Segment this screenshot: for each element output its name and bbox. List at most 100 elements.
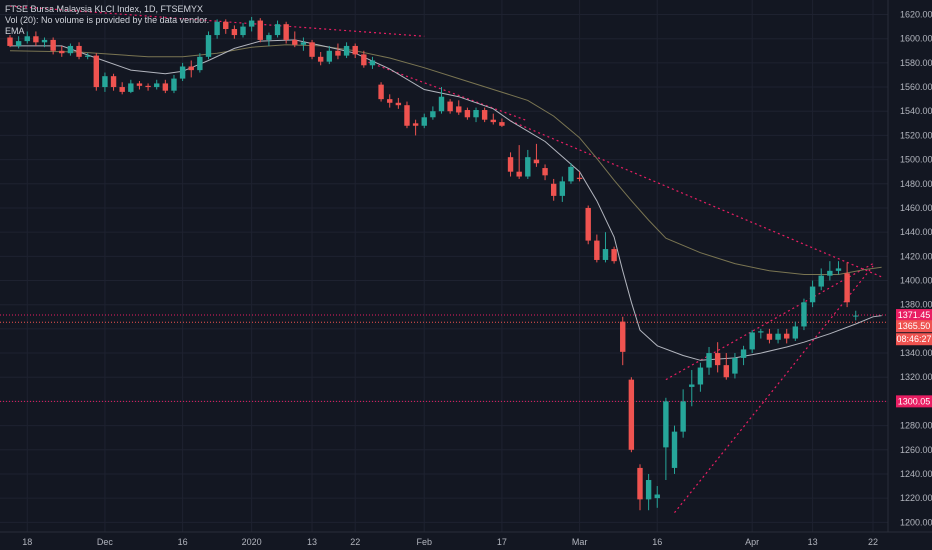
candle-body (387, 99, 393, 103)
candle (248, 16, 255, 32)
candle (835, 261, 842, 275)
candle (844, 262, 850, 308)
candle-body (620, 321, 626, 352)
candle (231, 25, 238, 39)
price-tick-label: 1580.00 (900, 58, 932, 68)
candle (818, 268, 824, 291)
candle-body (438, 96, 445, 112)
candle-body (33, 36, 39, 43)
candle (50, 37, 56, 55)
price-tick-label: 1440.00 (900, 227, 932, 237)
candle-body (671, 431, 678, 468)
candle-body (248, 20, 255, 27)
price-tick-label: 1560.00 (900, 82, 932, 92)
candle (102, 72, 108, 92)
symbol-title[interactable]: FTSE Bursa Malaysia KLCI Index, 1D, FTSE… (5, 4, 204, 14)
candle-body (490, 119, 496, 123)
candle-body (689, 384, 695, 387)
candle (490, 113, 496, 125)
candle (274, 20, 281, 38)
candle-body (542, 168, 548, 176)
price-tick-label: 1380.00 (900, 300, 932, 310)
trendline (510, 120, 882, 278)
candle-body (818, 275, 824, 287)
candle-body (102, 76, 108, 88)
candle-body (119, 87, 125, 92)
candle-body (205, 35, 212, 57)
candle-body (723, 365, 729, 378)
price-tag-label: 1365.50 (898, 321, 931, 331)
candle-body (67, 45, 74, 54)
time-tick-label: 16 (178, 537, 188, 547)
price-tick-label: 1540.00 (900, 106, 932, 116)
volume-indicator-label[interactable]: Vol (20): No volume is provided by the d… (5, 15, 210, 25)
price-tick-label: 1400.00 (900, 276, 932, 286)
candle-body (447, 101, 453, 112)
candle (171, 74, 177, 94)
candle-body (24, 36, 30, 42)
candle-body (93, 55, 99, 88)
time-axis[interactable]: 18 Dec 16 2020 13 22 Feb 17 Mar 16 Apr 13 22 (22, 537, 878, 547)
candle (76, 42, 82, 60)
candle-body (15, 41, 22, 46)
time-tick-label: 16 (652, 537, 662, 547)
candle (438, 87, 445, 114)
candle-body (663, 401, 669, 448)
candle (464, 107, 471, 120)
price-tick-label: 1280.00 (900, 421, 932, 431)
ema-indicator-label[interactable]: EMA (5, 26, 25, 36)
candle (671, 425, 678, 474)
candle-body (654, 494, 660, 499)
candle (784, 328, 790, 344)
time-tick-label: 2020 (242, 537, 262, 547)
candle (706, 347, 712, 375)
candle (525, 149, 531, 179)
candle-body (421, 117, 427, 126)
trendline (9, 5, 425, 37)
price-tag (896, 320, 932, 333)
candle-body (257, 20, 263, 40)
candle (223, 19, 229, 34)
candle (611, 246, 617, 264)
candle-body (7, 37, 13, 46)
candle-body (292, 39, 298, 45)
legend: FTSE Bursa Malaysia KLCI Index, 1D, FTSE… (5, 4, 209, 37)
candle-body (499, 122, 505, 126)
time-tick-label: Feb (416, 537, 432, 547)
candle-body (41, 39, 48, 43)
candles (7, 16, 859, 511)
countdown-label: 08:46:27 (896, 334, 931, 344)
candle (680, 389, 686, 438)
horizontal-lines[interactable] (0, 314, 888, 402)
candle-body (179, 66, 186, 79)
candle-body (559, 181, 566, 196)
price-tick-label: 1620.00 (900, 10, 932, 20)
candle-body (827, 270, 833, 276)
candle-body (637, 467, 643, 500)
price-tick-label: 1220.00 (900, 493, 932, 503)
candle (559, 176, 566, 202)
candle (145, 83, 151, 91)
candle-body (110, 76, 117, 88)
candle (740, 345, 747, 366)
candle-body (283, 24, 289, 40)
candle (387, 94, 393, 108)
trendlines[interactable] (9, 5, 882, 514)
candle (257, 18, 263, 43)
countdown-tag (896, 333, 932, 346)
candle-body (697, 367, 704, 385)
grid (0, 0, 888, 532)
candle-body (335, 50, 341, 56)
candle-body (507, 157, 514, 172)
candle (300, 37, 307, 51)
time-tick-label: Apr (745, 537, 759, 547)
candle (266, 32, 272, 46)
candle-body (784, 333, 790, 339)
trendline (363, 59, 529, 122)
candle (128, 79, 134, 94)
time-tick-label: Mar (572, 537, 588, 547)
candle (154, 79, 160, 90)
time-tick-label: 13 (307, 537, 317, 547)
